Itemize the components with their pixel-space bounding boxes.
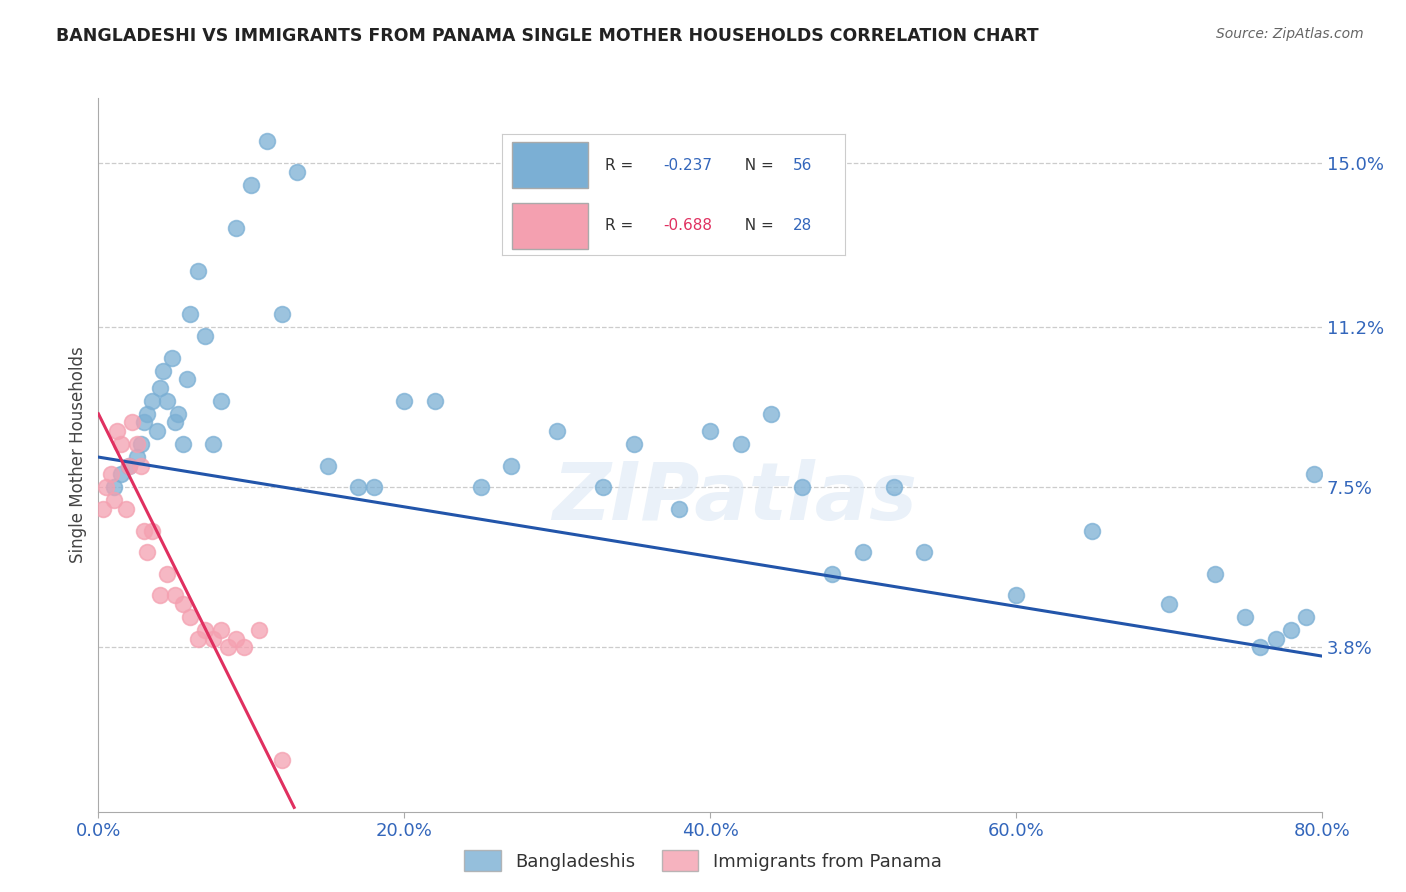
Point: [103, 480, 125, 494]
Point: [790, 480, 813, 494]
Point: [470, 480, 492, 494]
Point: [1234, 610, 1257, 624]
Point: [1250, 640, 1272, 655]
Point: [270, 753, 294, 767]
Point: [316, 458, 339, 473]
Point: [145, 424, 167, 438]
Point: [1204, 566, 1226, 581]
Point: [347, 480, 370, 494]
Point: [256, 134, 278, 148]
Point: [232, 640, 254, 655]
Point: [187, 632, 209, 646]
Point: [167, 407, 190, 421]
Point: [209, 393, 232, 408]
Point: [247, 623, 270, 637]
Point: [202, 632, 225, 646]
Text: Source: ZipAtlas.com: Source: ZipAtlas.com: [1216, 27, 1364, 41]
Point: [668, 502, 690, 516]
Point: [1157, 597, 1180, 611]
Point: [209, 623, 232, 637]
Point: [730, 437, 752, 451]
Point: [156, 566, 179, 581]
Point: [100, 467, 122, 482]
Point: [118, 458, 141, 473]
Point: [115, 502, 138, 516]
Point: [217, 640, 239, 655]
Point: [129, 437, 152, 451]
Point: [91, 502, 114, 516]
Point: [163, 589, 186, 603]
Point: [852, 545, 875, 559]
Point: [172, 597, 194, 611]
Point: [546, 424, 568, 438]
Point: [156, 393, 179, 408]
Point: [501, 458, 523, 473]
Point: [225, 220, 247, 235]
Point: [105, 424, 128, 438]
Point: [110, 467, 132, 482]
Point: [125, 450, 148, 464]
Point: [163, 416, 186, 430]
Point: [141, 393, 163, 408]
Point: [699, 424, 721, 438]
Point: [883, 480, 905, 494]
Point: [821, 566, 844, 581]
Point: [134, 524, 156, 538]
Point: [110, 437, 132, 451]
Point: [141, 524, 163, 538]
Point: [1004, 589, 1026, 603]
Point: [194, 329, 217, 343]
Point: [1264, 632, 1286, 646]
Text: BANGLADESHI VS IMMIGRANTS FROM PANAMA SINGLE MOTHER HOUSEHOLDS CORRELATION CHART: BANGLADESHI VS IMMIGRANTS FROM PANAMA SI…: [56, 27, 1039, 45]
Point: [423, 393, 446, 408]
Point: [149, 381, 172, 395]
Point: [136, 545, 159, 559]
Point: [179, 307, 201, 321]
Point: [623, 437, 645, 451]
Point: [172, 437, 194, 451]
Point: [240, 178, 263, 192]
Point: [121, 416, 143, 430]
Point: [134, 416, 156, 430]
Point: [1303, 467, 1326, 482]
Point: [194, 623, 217, 637]
Point: [1279, 623, 1302, 637]
Point: [176, 372, 198, 386]
Point: [179, 610, 201, 624]
Point: [187, 264, 209, 278]
Y-axis label: Single Mother Households: Single Mother Households: [69, 347, 87, 563]
Point: [152, 363, 174, 377]
Text: ZIPatlas: ZIPatlas: [553, 458, 917, 537]
Point: [912, 545, 935, 559]
Point: [202, 437, 225, 451]
Point: [160, 351, 183, 365]
Point: [118, 458, 141, 473]
Point: [761, 407, 783, 421]
Point: [1295, 610, 1317, 624]
Point: [592, 480, 614, 494]
Point: [94, 480, 117, 494]
Point: [225, 632, 247, 646]
Point: [1081, 524, 1104, 538]
Legend: Bangladeshis, Immigrants from Panama: Bangladeshis, Immigrants from Panama: [457, 843, 949, 879]
Point: [363, 480, 385, 494]
Point: [129, 458, 152, 473]
Point: [125, 437, 148, 451]
Point: [136, 407, 159, 421]
Point: [270, 307, 294, 321]
Point: [392, 393, 416, 408]
Point: [149, 589, 172, 603]
Point: [285, 164, 308, 178]
Point: [103, 493, 125, 508]
